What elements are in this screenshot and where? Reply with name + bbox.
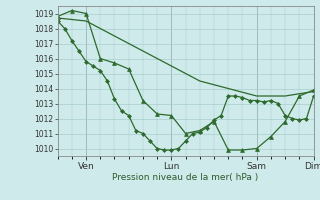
- X-axis label: Pression niveau de la mer( hPa ): Pression niveau de la mer( hPa ): [112, 173, 259, 182]
